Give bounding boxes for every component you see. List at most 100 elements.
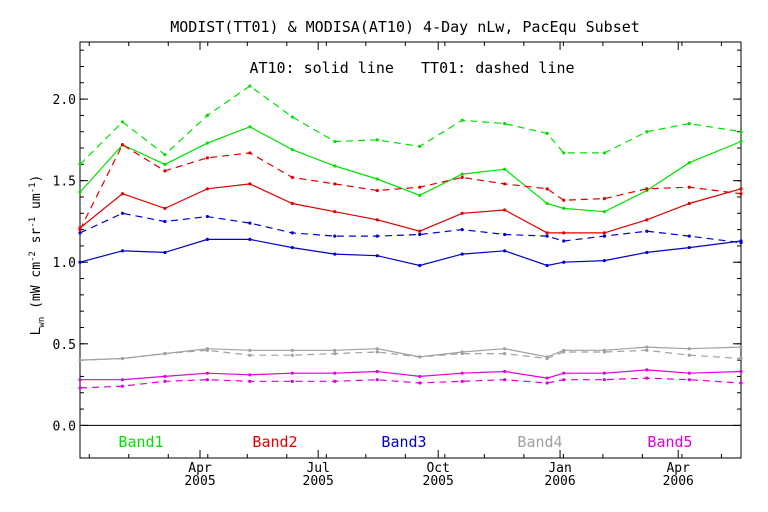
data-point-band1-solid: [687, 161, 691, 165]
data-point-band2-dashed: [503, 182, 507, 186]
data-point-band5-dashed: [205, 378, 209, 382]
data-point-band2-dashed: [205, 156, 209, 160]
data-point-band2-solid: [460, 211, 464, 215]
data-point-band1-dashed: [545, 131, 549, 135]
data-point-band4-dashed: [333, 351, 337, 356]
series-line-band1-solid: [79, 126, 742, 213]
data-point-band3-dashed: [418, 232, 422, 237]
data-point-band3-dashed: [645, 229, 649, 233]
data-point-band5-dashed: [503, 378, 507, 382]
legend-band1: Band1: [118, 433, 163, 451]
data-point-band3-solid: [290, 245, 294, 250]
data-point-band4-dashed: [562, 350, 566, 354]
data-point-band1-solid: [562, 206, 566, 210]
data-point-band1-dashed: [503, 121, 507, 126]
x-tick-label-month: Apr: [188, 461, 212, 476]
data-point-band2-dashed: [418, 185, 422, 189]
series-line-band5-solid: [80, 369, 742, 381]
data-point-band1-dashed: [645, 130, 649, 134]
data-point-band4-dashed: [503, 351, 507, 356]
data-point-band2-solid: [739, 187, 743, 191]
data-point-band1-dashed: [120, 120, 125, 124]
data-point-band3-solid: [333, 252, 337, 256]
data-point-band1-dashed: [248, 84, 252, 88]
legend-band5: Band5: [647, 433, 692, 451]
data-point-band3-solid: [602, 259, 606, 263]
plot-frame: [79, 41, 742, 459]
y-tick-label: 2.0: [53, 93, 76, 108]
data-point-band3-dashed: [78, 231, 82, 235]
data-point-band5-dashed: [248, 379, 252, 383]
y-tick-label: 1.0: [53, 256, 76, 271]
plot-area: 0.00.51.01.52.0Apr2005Jul2005Oct2005Jan2…: [53, 41, 743, 489]
data-point-band1-dashed: [602, 151, 606, 155]
data-point-band1-dashed: [78, 162, 82, 166]
data-point-band4-dashed: [545, 356, 549, 361]
data-point-band1-dashed: [375, 138, 379, 142]
x-tick-label-month: Oct: [426, 461, 449, 476]
data-point-band4-solid: [333, 348, 337, 352]
y-axis-label-exp3: -1: [28, 182, 38, 193]
data-point-band1-solid: [333, 164, 337, 168]
data-point-band5-solid: [333, 371, 337, 375]
data-point-band5-solid: [205, 371, 209, 375]
data-point-band3-dashed: [333, 234, 337, 238]
data-point-band3-solid: [645, 250, 649, 255]
data-point-band3-dashed: [205, 214, 209, 219]
data-point-band5-dashed: [602, 378, 606, 382]
data-point-band4-solid: [503, 347, 507, 351]
data-point-band2-dashed: [333, 182, 337, 186]
y-axis-label: Lwn (mW cm-2 sr-1 um-1): [28, 175, 47, 336]
data-point-band5-solid: [645, 368, 649, 372]
data-point-band5-dashed: [545, 381, 549, 385]
data-point-band5-solid: [739, 369, 743, 374]
data-point-band1-solid: [739, 139, 743, 144]
x-tick-label-month: Jan: [548, 461, 571, 476]
data-point-band2-solid: [290, 201, 294, 206]
data-point-band5-solid: [418, 374, 422, 379]
data-point-band2-dashed: [78, 228, 82, 232]
data-point-band3-dashed: [545, 234, 549, 238]
data-point-band4-dashed: [375, 350, 379, 354]
data-point-band2-solid: [418, 229, 422, 233]
data-point-band1-dashed: [205, 113, 209, 118]
data-point-band4-dashed: [163, 351, 167, 356]
data-point-band1-solid: [78, 190, 82, 194]
chart-annotation: AT10: solid line TT01: dashed line: [249, 59, 574, 77]
data-point-band2-solid: [562, 231, 566, 235]
data-point-band4-dashed: [248, 353, 252, 357]
data-point-band3-dashed: [120, 211, 125, 215]
y-axis-label-sub: wn: [37, 317, 47, 328]
data-point-band2-solid: [163, 206, 167, 210]
data-point-band1-solid: [375, 177, 379, 181]
data-point-band2-dashed: [163, 169, 167, 173]
series-line-band3-dashed: [79, 212, 742, 244]
data-point-band4-dashed: [739, 356, 743, 361]
data-point-band2-dashed: [248, 151, 252, 155]
data-point-band2-solid: [205, 187, 209, 191]
data-point-band5-solid: [248, 373, 252, 377]
data-point-band3-dashed: [290, 231, 294, 235]
x-tick-label-year: 2005: [184, 474, 215, 489]
data-point-band2-solid: [120, 192, 125, 196]
data-point-band4-dashed: [78, 358, 82, 362]
data-point-band3-solid: [545, 263, 549, 268]
y-tick-label: 0.5: [53, 338, 76, 353]
data-point-band5-dashed: [645, 376, 649, 380]
data-point-band2-dashed: [687, 185, 691, 189]
data-point-band5-dashed: [290, 379, 294, 383]
legend-band2: Band2: [252, 433, 297, 451]
data-point-band5-dashed: [687, 378, 691, 382]
y-axis-label-end: um: [29, 193, 44, 217]
data-point-band1-solid: [418, 193, 422, 197]
data-point-band2-dashed: [460, 175, 464, 180]
data-point-band2-dashed: [739, 192, 743, 196]
series-line-band3-solid: [79, 238, 742, 267]
data-point-band2-solid: [645, 218, 649, 222]
data-point-band2-dashed: [602, 197, 606, 201]
data-point-band3-dashed: [460, 228, 464, 232]
data-point-band3-dashed: [163, 219, 167, 224]
data-point-band1-solid: [248, 125, 252, 129]
data-point-band3-solid: [687, 245, 691, 250]
data-point-band3-solid: [418, 263, 422, 268]
